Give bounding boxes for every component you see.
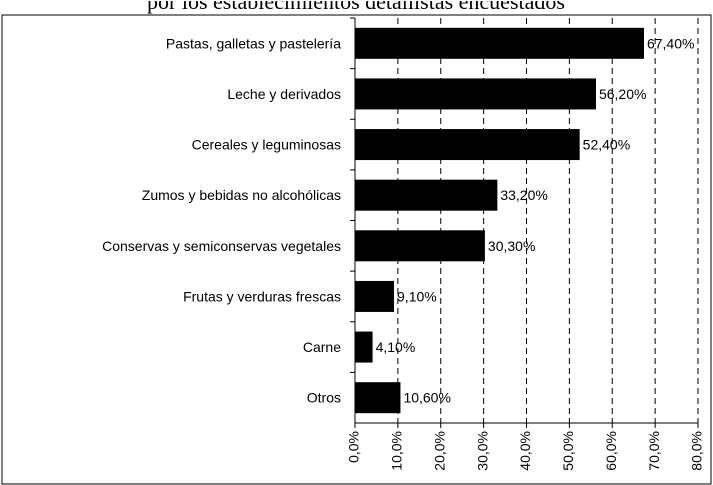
title-cover <box>0 0 713 1</box>
bar <box>355 230 485 262</box>
y-tick-label: Pastas, galletas y pastelería <box>166 35 341 51</box>
bar <box>355 27 644 59</box>
bar <box>355 280 395 312</box>
y-tick-label: Otros <box>307 390 341 406</box>
value-label: 9,10% <box>397 288 437 304</box>
x-tick-label: 20,0% <box>431 431 447 471</box>
y-tick-label: Frutas y verduras frescas <box>183 288 341 304</box>
value-label: 10,60% <box>403 390 450 406</box>
value-label: 30,30% <box>488 238 535 254</box>
chart-title: por los establecimientos detallistas enc… <box>147 0 565 14</box>
bar <box>355 78 596 110</box>
value-label: 4,10% <box>376 339 416 355</box>
value-label: 67,40% <box>647 35 694 51</box>
value-label: 56,20% <box>599 86 646 102</box>
x-tick-label: 50,0% <box>560 431 576 471</box>
y-tick-label: Leche y derivados <box>227 86 341 102</box>
y-tick-label: Carne <box>303 339 341 355</box>
y-tick-label: Conservas y semiconservas vegetales <box>102 238 341 254</box>
x-tick-label: 70,0% <box>646 431 662 471</box>
x-tick-label: 30,0% <box>474 431 490 471</box>
bar <box>355 129 580 161</box>
x-tick-label: 10,0% <box>389 431 405 471</box>
x-tick-label: 0,0% <box>346 431 362 463</box>
y-tick-label: Zumos y bebidas no alcohólicas <box>142 187 341 203</box>
bar <box>355 179 498 211</box>
bar <box>355 331 373 363</box>
value-label: 52,40% <box>583 137 630 153</box>
x-tick-label: 60,0% <box>603 431 619 471</box>
value-label: 33,20% <box>500 187 547 203</box>
x-tick-label: 40,0% <box>517 431 533 471</box>
y-tick-label: Cereales y leguminosas <box>192 137 341 153</box>
x-tick-label: 80,0% <box>689 431 705 471</box>
bar <box>355 382 401 414</box>
